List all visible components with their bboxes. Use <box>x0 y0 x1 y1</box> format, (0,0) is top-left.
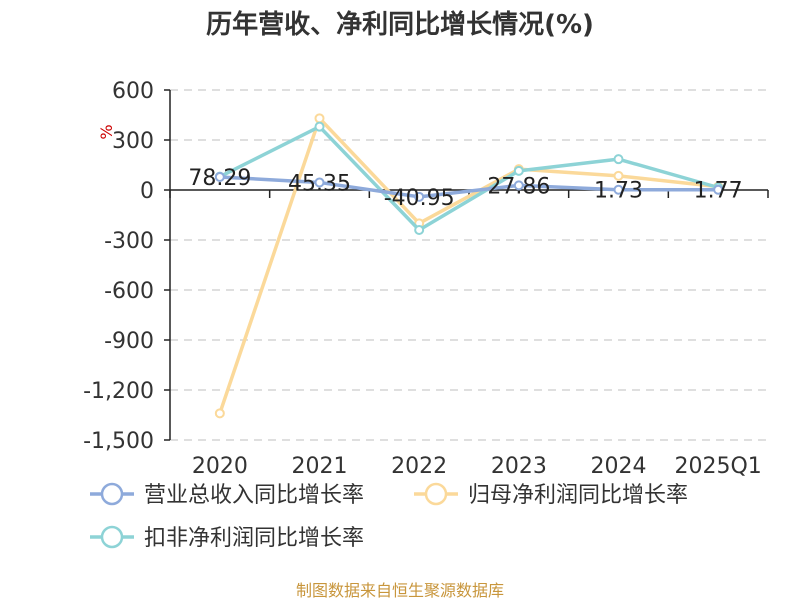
x-tick-label: 2023 <box>491 454 547 479</box>
source-note: 制图数据来自恒生聚源数据库 <box>296 581 504 600</box>
data-point[interactable] <box>513 165 524 176</box>
y-tick-label: -1,200 <box>83 379 154 404</box>
y-tick-label: -1,500 <box>83 429 154 454</box>
axes: 600 300 0 -300 -600 -900 -1,200 -1,500 2020 2021 2… <box>83 79 769 479</box>
series-lines <box>214 113 724 419</box>
data-point[interactable] <box>613 154 624 165</box>
series-line <box>218 116 719 414</box>
data-point[interactable] <box>214 171 225 182</box>
data-point[interactable] <box>513 180 524 191</box>
legend-marker <box>100 525 124 549</box>
data-point[interactable] <box>713 184 724 195</box>
x-tick-label: 2022 <box>391 454 447 479</box>
legend-label: 营业总收入同比增长率 <box>144 483 364 508</box>
series-line <box>219 124 719 232</box>
legend-item[interactable]: 归母净利润同比增长率 <box>414 482 688 508</box>
data-label: 78.29 <box>188 166 251 191</box>
legend-label: 归母净利润同比增长率 <box>468 483 688 508</box>
data-label: -40.95 <box>384 186 455 211</box>
series-line <box>219 175 719 199</box>
x-tick-label: 2025Q1 <box>675 454 762 479</box>
y-tick-label: 600 <box>112 79 154 104</box>
data-point[interactable] <box>314 177 325 188</box>
data-point[interactable] <box>214 408 225 419</box>
data-label: 27.86 <box>487 174 550 199</box>
data-point[interactable] <box>314 121 325 132</box>
y-tick-label: -900 <box>104 329 154 354</box>
legend-marker <box>100 482 124 506</box>
data-label: 45.35 <box>288 171 351 196</box>
data-point[interactable] <box>613 184 624 195</box>
y-tick-label: -300 <box>104 229 154 254</box>
x-tick-label: 2020 <box>192 454 248 479</box>
legend-item[interactable]: 扣非净利润同比增长率 <box>90 525 364 551</box>
data-point[interactable] <box>613 170 624 181</box>
y-tick-label: 0 <box>140 179 154 204</box>
y-tick-label: -600 <box>104 279 154 304</box>
legend-marker <box>424 482 448 506</box>
data-label: 1.77 <box>694 179 743 204</box>
chart-title: 历年营收、净利同比增长情况(%) <box>206 9 594 40</box>
data-point[interactable] <box>414 191 425 202</box>
legend-label: 扣非净利润同比增长率 <box>144 526 364 551</box>
legend-item[interactable]: 营业总收入同比增长率 <box>90 482 364 508</box>
y-tick-label: 300 <box>112 129 154 154</box>
y-axis-unit: % <box>97 124 116 139</box>
data-point[interactable] <box>414 225 425 235</box>
data-point[interactable] <box>314 113 325 124</box>
data-label: 1.73 <box>594 179 643 204</box>
x-tick-label: 2021 <box>292 454 348 479</box>
grid-lines <box>170 89 768 441</box>
x-tick-label: 2024 <box>591 454 647 479</box>
data-labels: 78.29 45.35 -40.95 27.86 1.73 1.77 <box>188 166 742 211</box>
